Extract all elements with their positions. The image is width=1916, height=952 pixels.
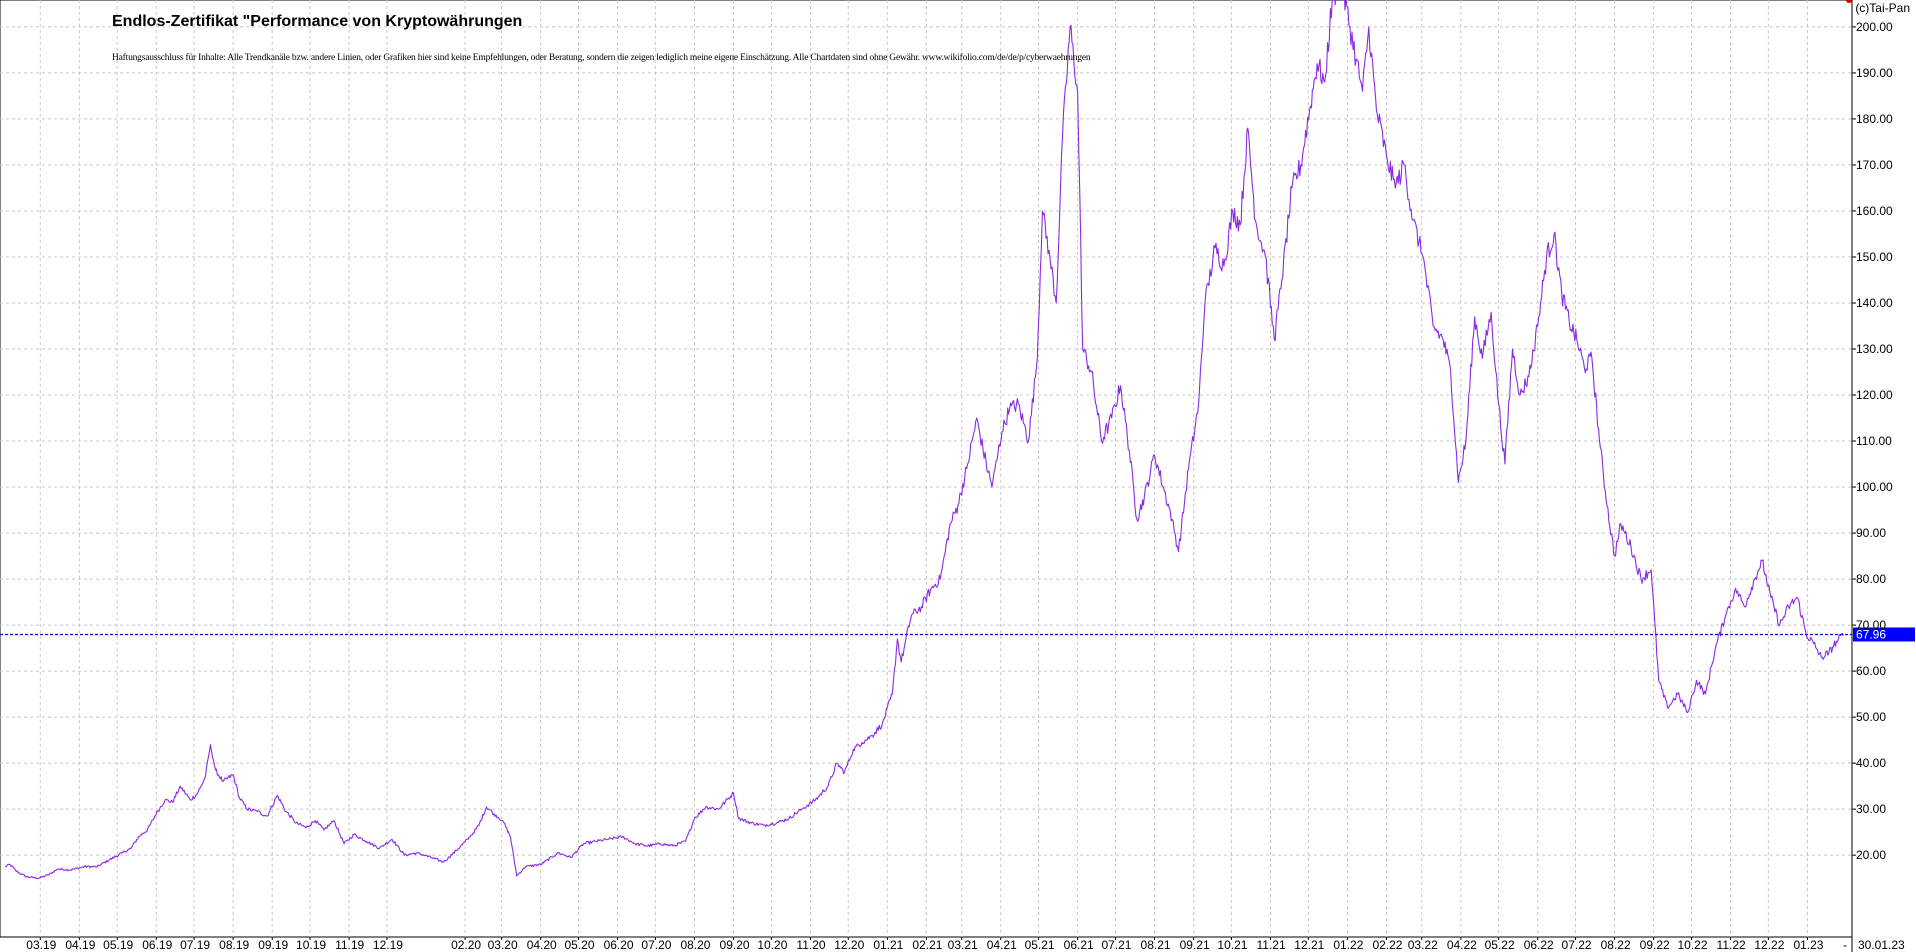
x-tick-label: 12.19 [373,938,403,952]
x-tick-label: 04.20 [527,938,557,952]
x-tick-label: 05.20 [565,938,595,952]
x-tick-label: 04.19 [65,938,95,952]
x-tick-label: 08.20 [680,938,710,952]
y-tick-label: 60.00 [1856,664,1886,678]
x-tick-label: 08.19 [219,938,249,952]
x-tick-label: 11.22 [1717,938,1746,952]
grid-lines [0,0,1853,938]
x-tick-label: 07.22 [1562,938,1592,952]
x-tick-label: 02.21 [912,938,942,952]
y-tick-label: 40.00 [1856,756,1886,770]
series-layer [5,0,1845,880]
y-tick-label: 190.00 [1856,66,1893,80]
y-tick-label: 20.00 [1856,848,1886,862]
x-tick-label: 09.21 [1180,938,1210,952]
disclaimer-text: Haftungsausschluss für Inhalte: Alle Tre… [112,53,1091,63]
x-tick-label: 10.22 [1677,938,1707,952]
y-tick-label: 80.00 [1856,572,1886,586]
x-axis-dash: - [1843,938,1847,952]
y-tick-label: 170.00 [1856,158,1893,172]
series-line [5,0,1845,880]
x-tick-label: 06.19 [142,938,172,952]
x-tick-label: 01.21 [873,938,903,952]
last-price-layer: 67.96 [0,0,1915,642]
y-tick-label: 180.00 [1856,112,1893,126]
x-tick-label: 12.22 [1754,938,1784,952]
x-tick-label: 11.21 [1256,938,1285,952]
watermark: (c)Tai-Pan [1855,1,1910,15]
y-tick-label: 90.00 [1856,526,1886,540]
y-tick-label: 30.00 [1856,802,1886,816]
x-tick-label: 03.20 [488,938,518,952]
x-tick-label: 06.22 [1524,938,1554,952]
x-tick-label: 03.19 [26,938,56,952]
x-tick-label: 10.19 [296,938,326,952]
corner-marker [1846,0,1852,3]
x-tick-label: 08.22 [1601,938,1631,952]
x-tick-label: 01.23 [1793,938,1823,952]
x-tick-label: 06.20 [604,938,634,952]
x-tick-label: 10.20 [757,938,787,952]
y-tick-label: 120.00 [1856,388,1893,402]
x-tick-label: 10.21 [1217,938,1247,952]
x-tick-label: 07.20 [641,938,671,952]
x-tick-label: 05.22 [1485,938,1515,952]
y-tick-label: 50.00 [1856,710,1886,724]
x-tick-label: 04.21 [987,938,1017,952]
x-tick-label: 02.22 [1372,938,1402,952]
x-tick-label: 01.22 [1333,938,1363,952]
x-tick-label: 05.21 [1025,938,1055,952]
y-tick-label: 150.00 [1856,250,1893,264]
y-tick-label: 70.00 [1856,618,1886,632]
x-axis: 03.19 04.19 05.19 06.19 07.19 08.19 09.19 10.19… [26,937,1905,952]
x-tick-label: 09.20 [720,938,750,952]
chart-title: Endlos-Zertifikat "Performance von Krypt… [112,13,523,30]
y-tick-label: 200.00 [1856,20,1893,34]
x-tick-label: 03.21 [948,938,978,952]
x-tick-label: 12.21 [1294,938,1324,952]
x-tick-label: 05.19 [103,938,133,952]
x-tick-label: 07.19 [180,938,210,952]
x-tick-label: 11.19 [335,938,364,952]
y-axis: 20.00 30.00 40.00 50.00 60.00 70.00 80.00 90.00… [1851,0,1893,952]
y-tick-label: 110.00 [1856,434,1892,448]
y-tick-label: 100.00 [1856,480,1893,494]
y-tick-label: 130.00 [1856,342,1893,356]
last-price-label: 67.96 [1856,627,1886,641]
y-tick-label: 160.00 [1856,204,1893,218]
last-price-badge [1853,627,1915,642]
x-tick-label: 12.20 [834,938,864,952]
x-tick-label: 04.22 [1447,938,1477,952]
y-tick-label: 140.00 [1856,296,1893,310]
x-tick-label: 06.21 [1064,938,1094,952]
x-last-date-label: 30.01.23 [1858,938,1905,952]
x-tick-label: 02.20 [451,938,481,952]
x-tick-label: 11.20 [796,938,825,952]
x-tick-label: 09.19 [258,938,288,952]
x-tick-label: 08.21 [1141,938,1171,952]
x-tick-label: 07.21 [1101,938,1131,952]
x-tick-label: 09.22 [1640,938,1670,952]
x-tick-label: 03.22 [1408,938,1438,952]
